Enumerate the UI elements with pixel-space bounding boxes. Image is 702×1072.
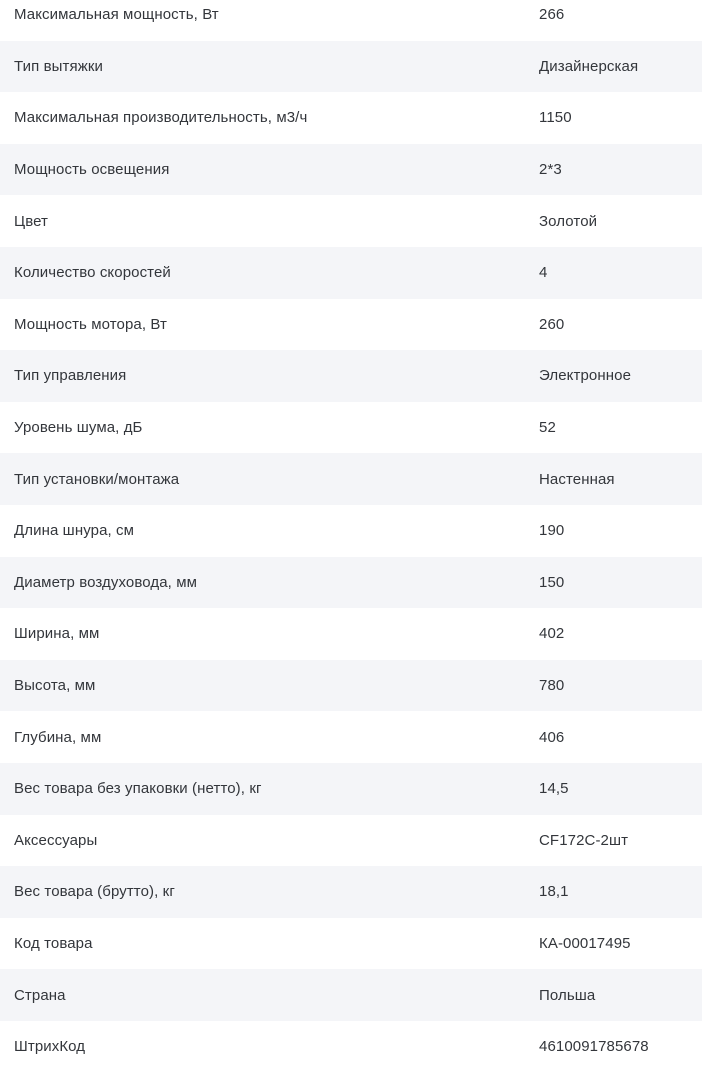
spec-label: Ширина, мм [14,625,100,643]
spec-value: 260 [539,315,565,333]
spec-value: КА-00017495 [539,934,631,952]
spec-value: Электронное [539,367,632,385]
table-row: Высота, мм 780 [0,659,702,712]
spec-label: Количество скоростей [14,264,171,282]
spec-value: 266 [539,6,565,24]
spec-value: 150 [539,573,565,591]
spec-value: 18,1 [539,883,569,901]
spec-value: Польша [539,986,596,1004]
spec-label: Вес товара (брутто), кг [14,883,175,901]
table-row: Аксессуары CF172C-2шт [0,815,702,867]
spec-value: 780 [539,677,565,695]
spec-label: Код товара [14,934,93,952]
spec-value: 52 [539,419,556,437]
table-row: Мощность мотора, Вт 260 [0,299,702,351]
spec-value: 4610091785678 [539,1038,649,1056]
spec-value: Дизайнерская [539,57,639,75]
spec-label: ШтрихКод [14,1038,86,1056]
table-row: Максимальная мощность, Вт 266 [0,0,702,41]
spec-value: 406 [539,728,565,746]
spec-label: Страна [14,986,66,1004]
table-row: ШтрихКод 4610091785678 [0,1021,702,1072]
table-row: Мощность освещения 2*3 [0,143,702,196]
table-row: Тип установки/монтажа Настенная [0,453,702,505]
spec-label: Тип установки/монтажа [14,470,180,488]
table-row: Глубина, мм 406 [0,711,702,763]
spec-label: Вес товара без упаковки (нетто), кг [14,780,262,798]
spec-label: Аксессуары [14,831,98,849]
spec-value: Настенная [539,470,615,488]
spec-label: Мощность освещения [14,161,170,179]
table-row: Вес товара (брутто), кг 18,1 [0,866,702,918]
table-row: Диаметр воздуховода, мм 150 [0,556,702,609]
spec-label: Максимальная мощность, Вт [14,6,219,24]
spec-label: Диаметр воздуховода, мм [14,573,198,591]
table-row: Тип управления Электронное [0,350,702,402]
table-row: Ширина, мм 402 [0,608,702,660]
spec-value: 190 [539,522,565,540]
table-row: Длина шнура, см 190 [0,505,702,557]
table-row: Максимальная производительность, м3/ч 11… [0,92,702,144]
table-row: Уровень шума, дБ 52 [0,402,702,454]
spec-value: 1150 [539,109,572,127]
spec-label: Мощность мотора, Вт [14,315,167,333]
spec-label: Цвет [14,212,49,230]
table-row: Количество скоростей 4 [0,246,702,299]
spec-value: 4 [539,264,548,282]
table-row: Цвет Золотой [0,195,702,247]
spec-value: 2*3 [539,161,562,179]
table-row: Страна Польша [0,969,702,1021]
spec-label: Уровень шума, дБ [14,419,143,437]
spec-label: Максимальная производительность, м3/ч [14,109,308,127]
table-row: Тип вытяжки Дизайнерская [0,40,702,93]
spec-label: Длина шнура, см [14,522,135,540]
table-row: Вес товара без упаковки (нетто), кг 14,5 [0,762,702,815]
spec-label: Тип вытяжки [14,57,103,75]
spec-label: Высота, мм [14,677,96,695]
spec-value: 14,5 [539,780,569,798]
spec-label: Глубина, мм [14,728,102,746]
spec-label: Тип управления [14,367,127,385]
spec-value: 402 [539,625,565,643]
spec-value: Золотой [539,212,598,230]
table-row: Код товара КА-00017495 [0,918,702,970]
spec-value: CF172C-2шт [539,831,629,849]
